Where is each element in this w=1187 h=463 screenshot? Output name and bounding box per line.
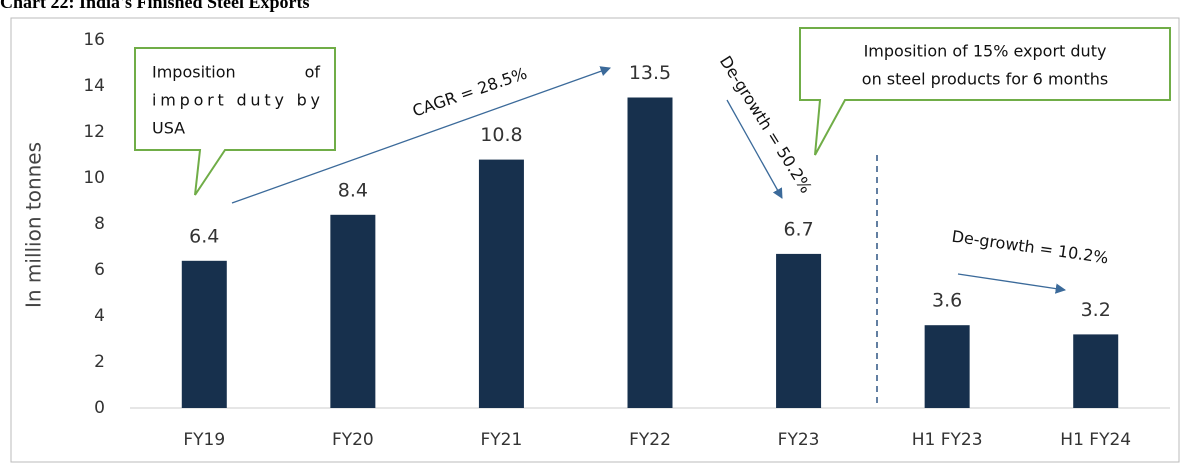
x-tick-label: FY20 bbox=[332, 430, 374, 450]
bar bbox=[330, 214, 376, 408]
y-tick-label: 0 bbox=[94, 398, 105, 418]
y-axis-label: In million tonnes bbox=[22, 142, 46, 308]
bar bbox=[776, 253, 822, 408]
y-tick-label: 6 bbox=[94, 260, 105, 280]
annotation: Imposition of 15% export duty bbox=[864, 42, 1107, 61]
annotation: on steel products for 6 months bbox=[862, 70, 1108, 89]
arrow bbox=[957, 273, 1067, 294]
chart-frame bbox=[10, 17, 1180, 463]
x-tick-label: FY23 bbox=[778, 430, 820, 450]
y-tick-label: 12 bbox=[83, 122, 105, 142]
y-tick-label: 14 bbox=[83, 76, 105, 96]
annotation: of bbox=[305, 63, 321, 82]
y-tick-label: 10 bbox=[83, 168, 105, 188]
data-label: 8.4 bbox=[338, 179, 368, 201]
annotation: USA bbox=[152, 119, 185, 138]
x-tick-label: H1 FY23 bbox=[912, 430, 983, 450]
bar bbox=[478, 159, 524, 408]
data-label: 10.8 bbox=[480, 124, 522, 146]
bar bbox=[924, 325, 970, 408]
arrow bbox=[231, 66, 611, 204]
y-tick-label: 2 bbox=[94, 352, 105, 372]
data-label: 3.6 bbox=[932, 290, 962, 312]
y-tick-label: 4 bbox=[94, 306, 105, 326]
callout-box bbox=[799, 27, 1171, 156]
data-label: 6.4 bbox=[189, 225, 219, 247]
x-tick-label: FY21 bbox=[481, 430, 523, 450]
data-label: 13.5 bbox=[629, 62, 671, 84]
bar bbox=[627, 97, 673, 408]
x-tick-label: FY22 bbox=[629, 430, 671, 450]
chart-title: Chart 22: India's Finished Steel Exports bbox=[0, 0, 310, 12]
y-tick-label: 16 bbox=[83, 30, 105, 50]
y-tick-label: 8 bbox=[94, 214, 105, 234]
callout-box bbox=[134, 47, 336, 196]
annotation: CAGR = 28.5% bbox=[410, 64, 529, 121]
arrow bbox=[726, 99, 783, 199]
annotation: import duty by bbox=[152, 91, 320, 110]
data-label: 6.7 bbox=[783, 218, 813, 240]
bar bbox=[181, 260, 227, 408]
x-tick-label: FY19 bbox=[183, 430, 225, 450]
data-label: 3.2 bbox=[1081, 299, 1111, 321]
annotation: De-growth = 10.2% bbox=[951, 227, 1110, 268]
annotation: Imposition bbox=[152, 63, 236, 82]
bar bbox=[1073, 334, 1119, 408]
x-tick-label: H1 FY24 bbox=[1060, 430, 1131, 450]
